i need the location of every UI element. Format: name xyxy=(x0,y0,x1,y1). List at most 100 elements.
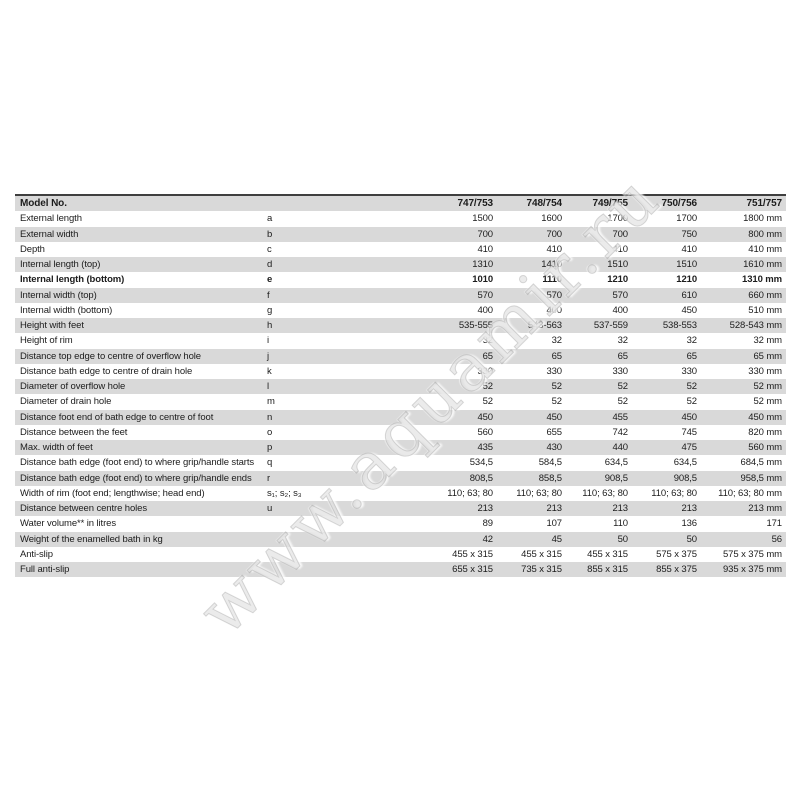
value-cell: 750 xyxy=(681,228,697,240)
row-symbol: p xyxy=(267,442,273,453)
row-symbol: c xyxy=(267,243,272,255)
table-row: Internal width (bottom) g 400 400 400 450 510 … xyxy=(15,302,786,318)
row-symbol: k xyxy=(267,365,272,377)
value-cell: 543-563 xyxy=(527,320,562,331)
value-cell: 570 xyxy=(546,289,562,301)
value-cell: 65 xyxy=(482,350,493,362)
value-cell: 1210 xyxy=(607,274,628,286)
row-label: Distance bath edge (foot end) to where g… xyxy=(20,472,252,484)
value-cell: 528-543 mm xyxy=(729,320,782,331)
value-cell: 475 xyxy=(681,442,697,453)
value-cell: 450 mm xyxy=(748,411,782,423)
value-cell: 1310 mm xyxy=(742,274,782,286)
table-row: Distance bath edge to centre of drain ho… xyxy=(15,363,786,379)
row-symbol: h xyxy=(267,320,273,331)
table-row: Depth c 410 410 410 410 410 mm xyxy=(15,241,786,257)
value-cell: 50 xyxy=(686,533,697,545)
value-cell: 855 x 315 xyxy=(587,564,628,575)
value-cell: 52 mm xyxy=(753,381,782,392)
value-cell: 400 xyxy=(546,304,562,316)
value-cell: 808,5 xyxy=(469,472,493,484)
value-cell: 800 mm xyxy=(748,228,782,240)
row-label: Diameter of drain hole xyxy=(20,396,112,408)
row-symbol xyxy=(265,532,321,547)
value-cell: 65 xyxy=(551,350,562,362)
header-model-number: 749/755 xyxy=(592,198,629,209)
value-cell: 575 x 375 mm xyxy=(723,548,782,560)
row-label: Internal length (bottom) xyxy=(20,274,125,286)
row-symbol xyxy=(265,516,321,531)
row-symbol: j xyxy=(267,350,270,362)
value-cell: 213 mm xyxy=(748,503,782,514)
value-cell: 65 xyxy=(617,350,628,362)
value-cell: 52 xyxy=(482,381,493,392)
value-cell: 735 x 315 xyxy=(521,564,562,575)
value-cell: 65 xyxy=(686,350,697,362)
table-header-row: Model No. 747/753 748/754 749/755 750/756 751… xyxy=(15,195,786,212)
value-cell: 435 xyxy=(477,442,493,453)
value-cell: 400 xyxy=(612,304,628,316)
value-cell: 538-553 xyxy=(662,320,697,331)
value-cell: 450 xyxy=(546,411,562,423)
value-cell: 537-559 xyxy=(593,320,628,331)
table-row: Internal width (top) f 570 570 570 610 660 mm xyxy=(15,287,786,303)
table-row: External length a 1500 1600 1700 1700 1800 mm xyxy=(15,211,786,227)
value-cell: 50 xyxy=(617,533,628,545)
value-cell: 655 xyxy=(546,426,562,438)
value-cell: 935 x 375 mm xyxy=(723,564,782,575)
spec-table-body: Model No. 747/753 748/754 749/755 750/756 751… xyxy=(15,195,786,578)
value-cell: 110; 63; 80 xyxy=(582,487,628,499)
header-model-number: 748/754 xyxy=(526,198,563,209)
row-label: Internal width (bottom) xyxy=(20,304,113,316)
value-cell: 330 xyxy=(546,365,562,377)
row-label: Anti-slip xyxy=(20,548,53,560)
value-cell: 584,5 xyxy=(538,457,562,469)
value-cell: 110; 63; 80 mm xyxy=(718,487,782,499)
value-cell: 213 xyxy=(546,503,562,514)
row-label: Water volume** in litres xyxy=(20,518,116,530)
value-cell: 56 xyxy=(771,533,782,545)
value-cell: 330 xyxy=(681,365,697,377)
row-label: External length xyxy=(20,213,82,225)
value-cell: 450 xyxy=(477,411,493,423)
value-cell: 32 xyxy=(482,335,493,347)
row-symbol: b xyxy=(267,228,273,240)
value-cell: 820 mm xyxy=(748,426,782,438)
table-row: Height with feet h 535-555 543-563 537-559 53… xyxy=(15,318,786,334)
value-cell: 700 xyxy=(477,228,493,240)
row-label: Distance between centre holes xyxy=(20,503,148,514)
value-cell: 52 xyxy=(617,396,628,408)
row-symbol: a xyxy=(267,213,273,225)
table-row: Width of rim (foot end; lengthwise; head… xyxy=(15,485,786,501)
row-label: Distance bath edge to centre of drain ho… xyxy=(20,365,193,377)
value-cell: 745 xyxy=(681,426,697,438)
value-cell: 32 xyxy=(686,335,697,347)
table-row: Distance bath edge (foot end) to where g… xyxy=(15,455,786,471)
value-cell: 1600 xyxy=(541,213,562,225)
row-symbol: f xyxy=(267,289,270,301)
value-cell: 1510 xyxy=(676,259,697,270)
table-row: Height of rim i 32 32 32 32 32 mm xyxy=(15,333,786,349)
value-cell: 330 mm xyxy=(748,365,782,377)
value-cell: 171 xyxy=(766,518,782,530)
value-cell: 52 xyxy=(686,396,697,408)
value-cell: 450 xyxy=(681,304,697,316)
row-symbol: l xyxy=(267,381,270,392)
value-cell: 213 xyxy=(681,503,697,514)
value-cell: 660 mm xyxy=(748,289,782,301)
row-label: Distance bath edge (foot end) to where g… xyxy=(20,457,255,469)
value-cell: 52 xyxy=(482,396,493,408)
value-cell: 1410 xyxy=(541,259,562,270)
value-cell: 742 xyxy=(612,426,628,438)
value-cell: 330 xyxy=(477,365,493,377)
value-cell: 213 xyxy=(612,503,628,514)
table-row: Anti-slip 455 x 315 455 x 315 455 x 315 575 … xyxy=(15,546,786,562)
value-cell: 655 x 315 xyxy=(452,564,493,575)
value-cell: 136 xyxy=(681,518,697,530)
value-cell: 908,5 xyxy=(673,472,697,484)
value-cell: 700 xyxy=(612,228,628,240)
value-cell: 440 xyxy=(612,442,628,453)
header-model-number: 747/753 xyxy=(457,198,494,209)
